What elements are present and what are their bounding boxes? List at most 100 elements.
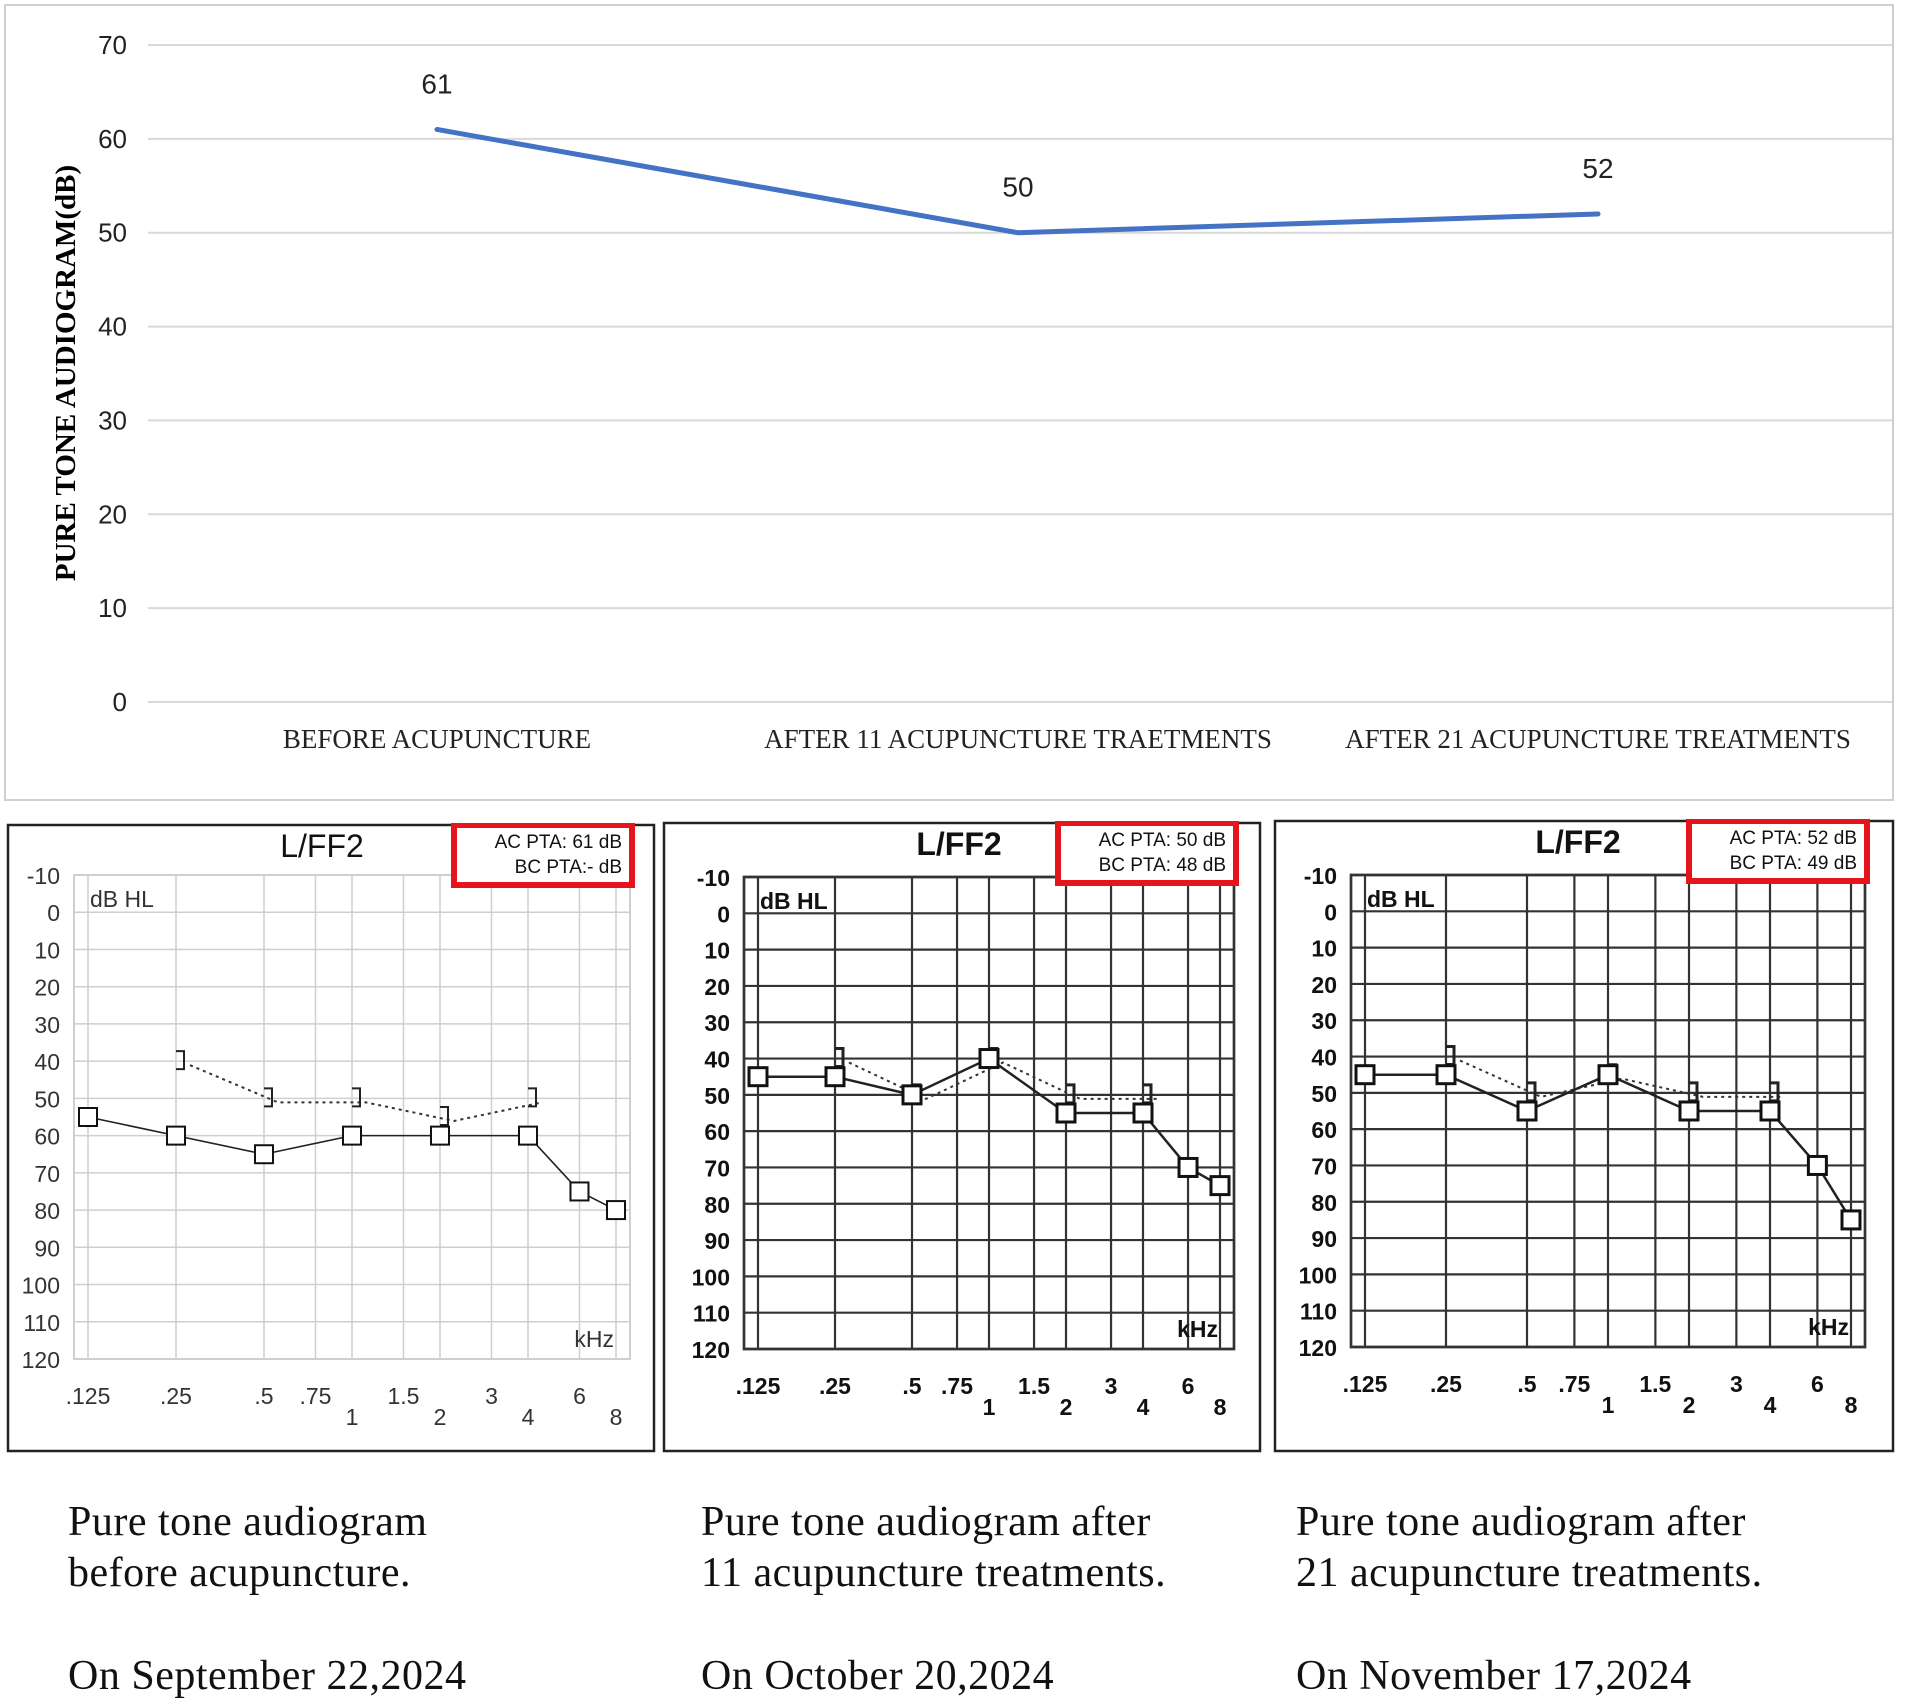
y-tick-label: 80 xyxy=(34,1198,60,1224)
ac-marker xyxy=(1806,1154,1828,1176)
ac-marker xyxy=(518,1125,538,1146)
y-tick-label: 40 xyxy=(1311,1045,1337,1071)
y-tick-label: 60 xyxy=(1311,1117,1337,1143)
ac-marker xyxy=(78,1107,98,1127)
caption-line-2: before acupuncture. xyxy=(68,1550,411,1596)
ac-marker xyxy=(824,1066,846,1088)
ac-marker xyxy=(1759,1100,1781,1122)
data-label: 61 xyxy=(421,68,452,99)
y-tick-label: 100 xyxy=(1299,1262,1337,1288)
caption-line-1: Pure tone audiogram after xyxy=(701,1499,1151,1545)
bc-marker xyxy=(528,1087,537,1108)
ac-pta-label: AC PTA: 52 dB xyxy=(1730,828,1857,849)
y-tick-label: 110 xyxy=(23,1310,60,1336)
caption-date: On September 22,2024 xyxy=(68,1653,467,1699)
y-tick-label: 40 xyxy=(34,1049,60,1075)
series-line xyxy=(434,126,1601,236)
x-tick-label: .25 xyxy=(1430,1371,1462,1397)
ac-marker xyxy=(1209,1175,1231,1197)
audiogram-grid xyxy=(74,874,630,1360)
caption-line-2: 21 acupuncture treatments. xyxy=(1296,1550,1763,1596)
caption-line-1: Pure tone audiogram xyxy=(68,1499,428,1545)
x-tick-label: .75 xyxy=(941,1373,973,1399)
data-point xyxy=(1015,230,1021,236)
y-tick-label: 30 xyxy=(98,405,127,435)
y-tick-label: 30 xyxy=(704,1010,730,1036)
ac-marker xyxy=(978,1048,1000,1070)
x-tick-label: 8 xyxy=(1214,1394,1227,1420)
x-category-label: AFTER 11 ACUPUNCTURE TRAETMENTS xyxy=(764,724,1272,754)
ac-marker xyxy=(1354,1064,1376,1086)
x-tick-label: 6 xyxy=(573,1383,586,1409)
y-tick-label: 60 xyxy=(98,124,127,154)
plot-frame xyxy=(73,874,631,1360)
khz-label: kHz xyxy=(1808,1314,1849,1340)
x-tick-label: .25 xyxy=(819,1373,851,1399)
y-tick-label: 50 xyxy=(34,1086,60,1112)
panel-title: L/FF2 xyxy=(1535,824,1620,860)
db-hl-label: dB HL xyxy=(90,886,154,912)
bc-line xyxy=(1459,1059,1784,1098)
y-tick-label: 80 xyxy=(704,1192,730,1218)
caption-line-1: Pure tone audiogram after xyxy=(1296,1499,1746,1545)
y-tick-label: 100 xyxy=(22,1273,60,1299)
x-category-label: AFTER 21 ACUPUNCTURE TREATMENTS xyxy=(1345,724,1851,754)
x-tick-label: 2 xyxy=(434,1404,447,1430)
x-tick-label: 2 xyxy=(1060,1394,1073,1420)
khz-label: kHz xyxy=(1177,1316,1218,1342)
ac-marker xyxy=(569,1181,590,1202)
x-tick-label: 1.5 xyxy=(1018,1373,1050,1399)
db-hl-label: dB HL xyxy=(760,888,828,914)
y-tick-label: 0 xyxy=(1324,899,1337,925)
x-tick-label: .25 xyxy=(160,1383,192,1409)
x-tick-label: .75 xyxy=(299,1383,331,1409)
ac-marker xyxy=(606,1200,626,1221)
ac-pta-label: AC PTA: 50 dB xyxy=(1099,830,1226,851)
ac-marker xyxy=(1597,1064,1619,1086)
x-tick-label: 4 xyxy=(1137,1394,1150,1420)
ac-marker xyxy=(430,1125,450,1146)
x-tick-label: .125 xyxy=(66,1383,111,1409)
y-tick-label: 90 xyxy=(704,1228,730,1254)
x-tick-label: 1.5 xyxy=(1639,1371,1671,1397)
y-tick-label: 10 xyxy=(34,937,60,963)
y-tick-label: 110 xyxy=(693,1301,730,1327)
pta-trend-chart: 0 10 20 30 40 50 60 70 BEFORE ACUPUNCTURE AFTER … xyxy=(4,4,1894,801)
y-tick-label: -10 xyxy=(697,865,730,891)
ac-marker xyxy=(1840,1209,1862,1231)
y-tick-label: -10 xyxy=(1304,863,1337,889)
bc-marker xyxy=(176,1050,185,1071)
x-tick-label: 8 xyxy=(1845,1392,1858,1418)
y-tick-label: 70 xyxy=(704,1155,730,1181)
x-tick-label: 4 xyxy=(522,1404,535,1430)
y-tick-label: 0 xyxy=(717,901,730,927)
data-point xyxy=(434,126,440,132)
y-tick-label: 50 xyxy=(704,1083,730,1109)
x-tick-label: 8 xyxy=(610,1404,623,1430)
panel-frame xyxy=(6,823,656,1453)
panel-title: L/FF2 xyxy=(916,826,1001,862)
y-tick-label: 110 xyxy=(1300,1299,1337,1325)
y-tick-label: 70 xyxy=(1311,1153,1337,1179)
y-tick-label: 120 xyxy=(22,1347,60,1373)
x-tick-label: 4 xyxy=(1764,1392,1777,1418)
ac-marker xyxy=(1516,1100,1538,1122)
bc-marker xyxy=(264,1087,273,1108)
y-tick-label: 120 xyxy=(692,1337,730,1363)
ac-pta-label: AC PTA: 61 dB xyxy=(495,832,622,853)
y-tick-label: 20 xyxy=(34,975,60,1001)
ac-marker xyxy=(1435,1064,1457,1086)
audiogram-after-21: -10 0 10 20 30 40 50 60 70 80 90 100 110 120.125 .25 .5… xyxy=(1273,819,1895,1453)
x-tick-label: 2 xyxy=(1683,1392,1696,1418)
x-tick-label: 3 xyxy=(1730,1371,1743,1397)
plot-frame xyxy=(742,875,1236,1351)
panel-frame xyxy=(1273,819,1895,1453)
y-tick-label: 0 xyxy=(113,687,127,717)
bc-marker xyxy=(440,1106,449,1126)
data-labels: 61 50 52 xyxy=(421,68,1613,202)
caption-date: On October 20,2024 xyxy=(701,1653,1055,1699)
y-tick-label: 60 xyxy=(704,1119,730,1145)
y-tick-label: 30 xyxy=(1311,1008,1337,1034)
x-tick-label: .125 xyxy=(736,1373,781,1399)
y-tick-label: 90 xyxy=(34,1235,60,1261)
